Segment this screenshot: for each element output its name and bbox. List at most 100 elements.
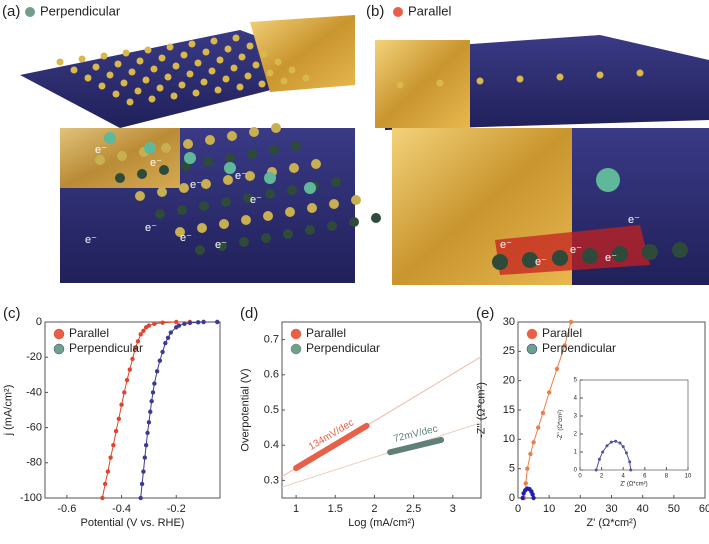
atom (249, 127, 259, 137)
data-point (152, 321, 157, 326)
panel-label: (e) (476, 305, 494, 322)
atom (117, 151, 127, 161)
atom (177, 205, 187, 215)
atom (258, 80, 266, 88)
y-tick-label: 15 (503, 404, 515, 416)
y-tick-label: -20 (26, 351, 42, 363)
y-tick-label: 30 (503, 316, 515, 328)
atom (244, 72, 252, 80)
atom (236, 83, 244, 91)
legend-marker (290, 328, 302, 340)
data-point (100, 495, 105, 501)
data-point (628, 460, 632, 464)
atom (351, 195, 361, 205)
data-point (143, 443, 149, 448)
y-axis-label: -Z'' (Ω*cm²) (476, 382, 488, 438)
atom (200, 78, 208, 86)
atom (260, 50, 268, 58)
atom (349, 217, 359, 227)
atom (225, 153, 235, 163)
x-tick-label: 0 (578, 474, 582, 480)
data-point (119, 402, 124, 407)
atom (166, 43, 174, 51)
data-point (201, 319, 206, 325)
data-point (605, 444, 609, 448)
atom (188, 40, 196, 48)
data-point (168, 330, 173, 335)
x-axis-label: Z' (Ω*cm²) (620, 481, 647, 487)
x-tick-label: 1.5 (328, 503, 343, 515)
legend-dot (25, 7, 35, 17)
x-tick-label: 4 (622, 474, 626, 480)
atom (224, 45, 232, 53)
data-point (145, 430, 150, 436)
atom (232, 34, 240, 42)
panel-label: (b) (366, 3, 384, 20)
x-tick-label: 2.5 (406, 503, 421, 515)
atom (210, 37, 218, 45)
atom (396, 81, 404, 89)
atom (263, 211, 273, 221)
x-tick-label: 20 (574, 503, 586, 515)
data-point (601, 450, 605, 454)
x-tick-label: 30 (605, 503, 617, 515)
x-tick-label: 8 (665, 474, 669, 480)
legend-label: Parallel (306, 326, 346, 340)
y-tick-label: 0.3 (264, 474, 279, 486)
data-point (531, 495, 536, 501)
atom (128, 68, 136, 76)
legend-marker (53, 343, 65, 355)
atom (92, 63, 100, 71)
atom (311, 159, 321, 169)
atom (203, 157, 213, 167)
electron: e⁻ (605, 252, 617, 264)
atom (288, 66, 296, 74)
data-point (176, 323, 182, 328)
atom (246, 42, 254, 50)
atom (230, 64, 238, 72)
data-point (621, 445, 625, 449)
electron: e⁻ (190, 179, 202, 191)
atom (208, 67, 216, 75)
atom (219, 219, 229, 229)
atom (274, 58, 282, 66)
legend-label: Parallel (542, 326, 582, 340)
atom (120, 79, 128, 87)
y-tick-label: 0.7 (264, 334, 279, 346)
atom (115, 173, 125, 183)
data-point (150, 390, 156, 395)
x-tick-label: 0 (515, 503, 521, 515)
data-point (165, 335, 171, 341)
x-tick-label: 10 (685, 474, 692, 480)
atom (150, 65, 158, 73)
electron: e⁻ (85, 234, 97, 246)
atom (287, 185, 297, 195)
atom (247, 149, 257, 159)
y-tick-label: 0 (509, 492, 515, 504)
data-point (130, 356, 135, 362)
electron: e⁻ (180, 232, 192, 244)
atom (243, 193, 253, 203)
atom (179, 183, 189, 193)
atom (241, 215, 251, 225)
data-point (174, 319, 179, 325)
legend-dot (393, 7, 403, 17)
atom (672, 242, 688, 258)
data-point (124, 377, 130, 383)
atom (266, 69, 274, 77)
y-tick-label: 0.5 (264, 404, 279, 416)
x-tick-label: 50 (668, 503, 680, 515)
data-point (146, 323, 152, 328)
legend-marker (290, 343, 302, 355)
electron: e⁻ (215, 239, 227, 251)
data-point (523, 481, 528, 486)
data-point (597, 457, 601, 461)
electron: e⁻ (95, 144, 107, 156)
data-point (215, 319, 220, 325)
data-point (139, 481, 145, 487)
data-point (149, 399, 154, 404)
x-axis-label: Potential (V vs. RHE) (81, 517, 185, 529)
atom (265, 189, 275, 199)
x-tick-label: 10 (543, 503, 555, 515)
